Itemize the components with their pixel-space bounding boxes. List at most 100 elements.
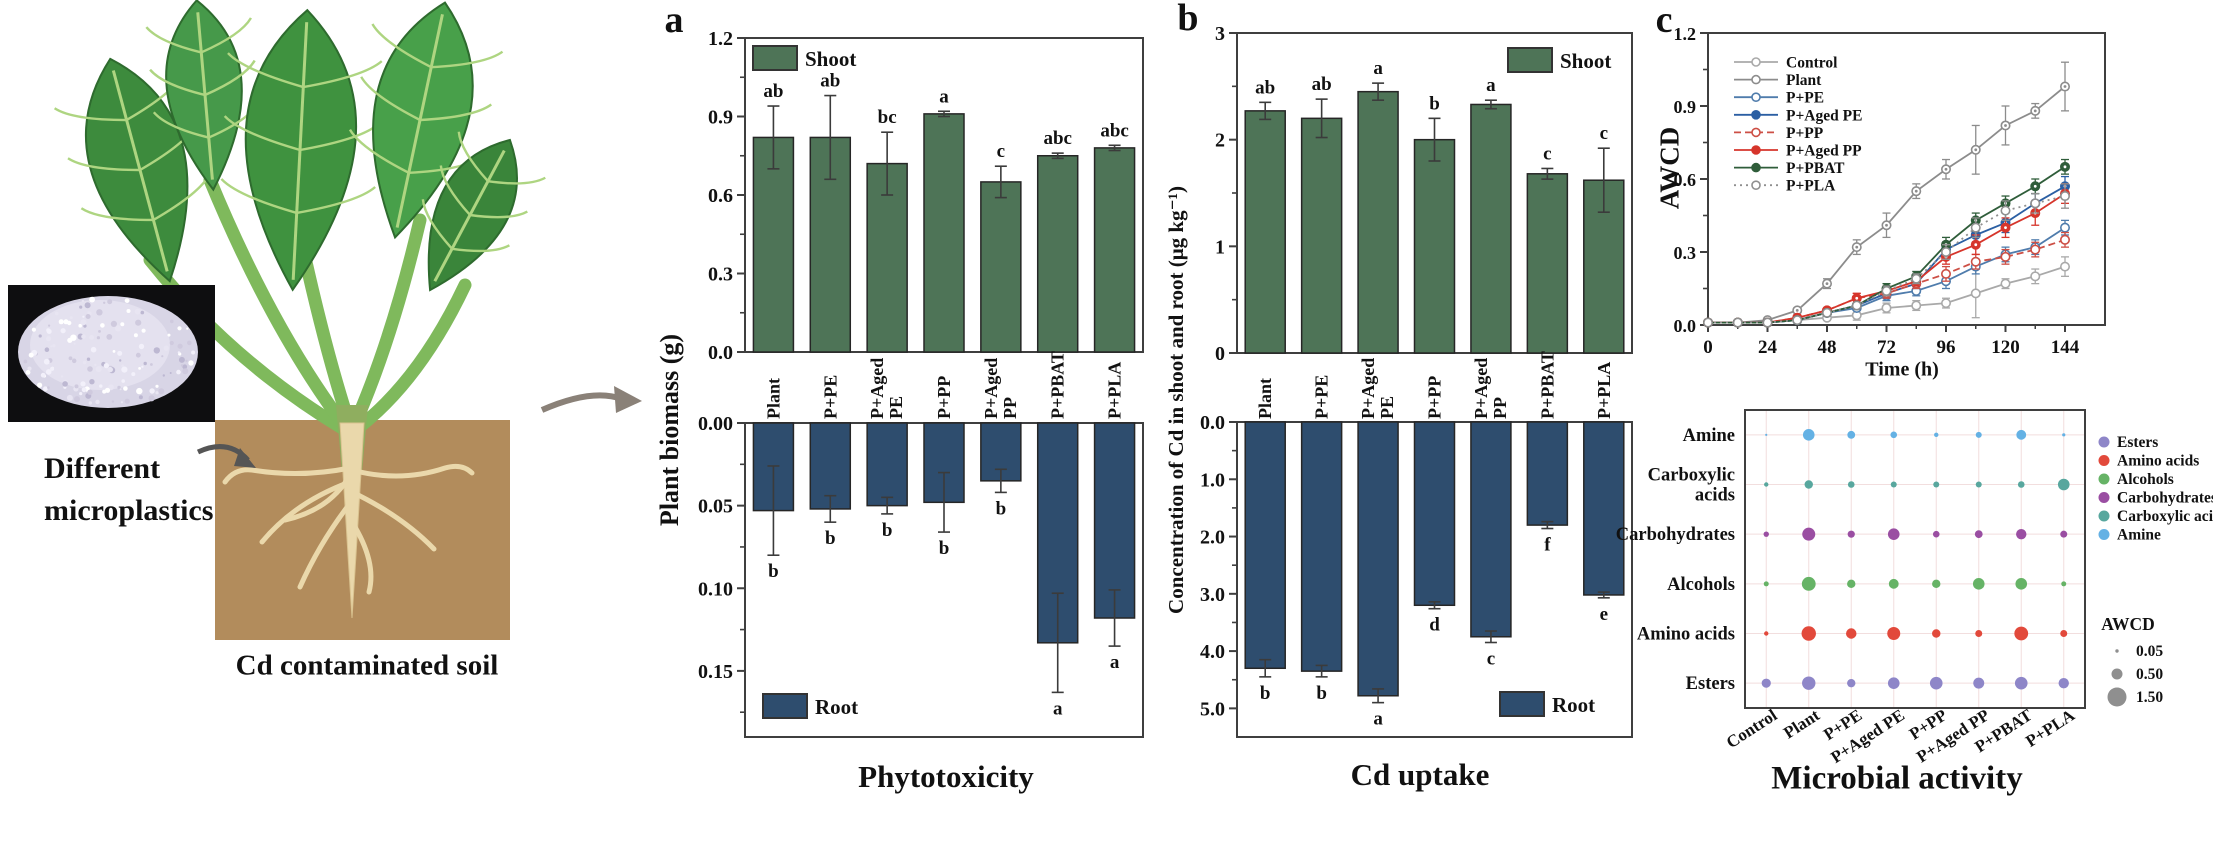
x-tick-label: 0	[1703, 337, 1713, 358]
granule-dot	[91, 347, 97, 353]
bubble-Esters-P+PLA	[2059, 678, 2069, 688]
granule-dot	[67, 321, 71, 325]
marker-dot	[1945, 168, 1948, 171]
row-label: Carboxylic	[1648, 466, 1735, 486]
bubble-Carbohydrates-P+Aged PP	[1975, 530, 1983, 538]
legend-swatch	[763, 694, 807, 718]
marker-dot	[1915, 190, 1918, 193]
bubble-Carboxylic-acids-P+PP	[1933, 482, 1939, 488]
marker-P+PP	[2061, 236, 2069, 244]
sig-letter: e	[1600, 604, 1608, 625]
granule-dot	[61, 328, 66, 333]
sig-letter: c	[1487, 649, 1495, 670]
bubble-Amine-P+Aged PE	[1890, 432, 1897, 439]
bubble-Amino acids-P+PE	[1846, 628, 1856, 638]
sig-letter: b	[996, 498, 1007, 519]
bar-b_root-P+PBAT	[1527, 422, 1567, 525]
legend-label: P+PLA	[1786, 178, 1836, 195]
sig-letter: c	[1600, 123, 1608, 144]
granule-dot	[82, 300, 84, 302]
bubble-Amino acids-Plant	[1802, 626, 1816, 640]
legend-dot	[2099, 474, 2110, 485]
granule-dot	[26, 370, 31, 375]
granule-dot	[70, 316, 73, 319]
marker-dot	[1855, 297, 1858, 300]
bubble-Amine-P+Aged PP	[1976, 432, 1982, 438]
bubble-Carbohydrates-Control	[1764, 531, 1769, 536]
y-tick-label: 3.0	[1200, 584, 1225, 606]
figure-canvas: 0.0 0.3 0.6 0.9 1.2 ab Plant ab P+PE bc P+AgedPE a P…	[0, 0, 2213, 841]
marker-dot	[1796, 309, 1799, 312]
granule-dot	[87, 366, 93, 372]
legend-label: Control	[1786, 55, 1838, 72]
granule-dot	[100, 323, 105, 328]
granule-dot	[120, 322, 124, 326]
sig-letter: c	[1543, 143, 1551, 164]
column-label: Control	[1723, 705, 1781, 752]
bar-a_shoot-P+Aged PP	[981, 182, 1021, 352]
bar-a_root-P+PLA	[1095, 423, 1135, 618]
bubble-Amino acids-P+Aged PP	[1975, 630, 1982, 637]
sig-letter: b	[768, 561, 779, 582]
granule-dot	[87, 390, 92, 395]
granule-dot	[89, 379, 94, 384]
legend-label: Alcohols	[2117, 471, 2174, 488]
row-label: Amino acids	[1637, 625, 1735, 645]
bar-b_shoot-P+Aged PP	[1471, 104, 1511, 353]
granule-dot	[99, 384, 102, 387]
bar-b_root-P+PP	[1415, 422, 1455, 605]
y-axis-label-c: AWCD	[1655, 127, 1686, 210]
granule-dot	[127, 309, 131, 313]
granule-dot	[50, 345, 52, 347]
category-label: P+PLA	[1105, 362, 1125, 419]
granule-dot	[37, 383, 42, 388]
granule-dot	[103, 302, 105, 304]
granule-dot	[97, 336, 100, 339]
granule-dot	[48, 325, 50, 327]
granule-dot	[164, 346, 169, 351]
y-tick-label: 0.0	[1674, 316, 1697, 336]
legend-label: Carboxylic acids	[2117, 508, 2213, 525]
y-tick-label: 1.2	[1674, 24, 1697, 44]
granule-dot	[170, 372, 172, 374]
granule-dot	[158, 388, 164, 394]
y-tick-label: 0.6	[708, 185, 733, 207]
granule-dot	[67, 395, 73, 401]
granule-dot	[179, 357, 185, 363]
bar-b_root-P+Aged PP	[1471, 422, 1511, 637]
granule-dot	[138, 367, 141, 370]
granule-dot	[135, 309, 141, 315]
bubble-Amino acids-P+PP	[1932, 629, 1940, 637]
granule-dot	[191, 351, 195, 355]
x-tick-label: 72	[1877, 337, 1896, 358]
chart-b_root: 0.01.02.03.04.05.0b badcfeRoot	[1200, 412, 1632, 737]
marker-dot	[2004, 226, 2007, 229]
bubble-Alcohols-P+PLA	[2061, 581, 2066, 586]
granule-dot	[87, 311, 89, 313]
marker-dot	[2004, 124, 2007, 127]
soil-caption: Cd contaminated soil	[236, 650, 499, 683]
size-legend-dot	[2112, 669, 2123, 680]
bubble-Carboxylic-acids-P+PLA	[2058, 479, 2070, 491]
granule-dot	[86, 314, 91, 319]
granule-dot	[52, 344, 55, 347]
sig-letter: b	[1429, 93, 1440, 114]
size-legend-title: AWCD	[2101, 614, 2154, 634]
marker-dot	[2064, 85, 2067, 88]
granule-dot	[107, 299, 112, 304]
granule-dot	[83, 361, 87, 365]
y-tick-label: 0.00	[698, 413, 733, 435]
legend-marker	[1752, 93, 1760, 101]
legend-marker	[1752, 164, 1760, 172]
bar-a_root-P+Aged PE	[867, 423, 907, 506]
sig-letter: ab	[1255, 77, 1275, 98]
granule-dot	[134, 333, 138, 337]
sig-letter: b	[1316, 683, 1327, 704]
y-tick-label: 0.9	[708, 107, 733, 129]
bubble-Carboxylic-acids-Control	[1764, 482, 1768, 486]
legend-label: Shoot	[805, 47, 856, 71]
granule-dot	[81, 334, 86, 339]
bubble-Carboxylic-acids-P+Aged PE	[1891, 482, 1897, 488]
granule-dot	[121, 379, 125, 383]
legend-marker	[1752, 111, 1760, 119]
